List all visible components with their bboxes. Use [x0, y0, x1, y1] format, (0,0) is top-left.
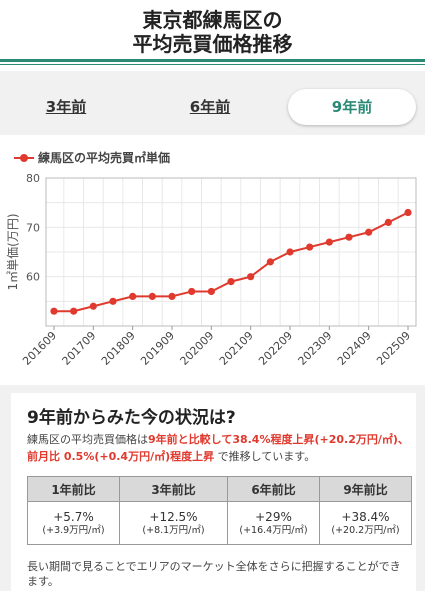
data-point	[286, 248, 294, 256]
legend-line-marker-icon	[14, 153, 34, 163]
data-point	[266, 258, 274, 266]
data-point	[384, 218, 392, 226]
page-title-line1: 東京都練馬区の	[142, 8, 283, 32]
status-desc-prefix: 練馬区の平均売買価格は	[27, 433, 148, 446]
comparison-value-row: +5.7% (+3.9万円/㎡) +12.5% (+8.1万円/㎡) +29% (+1…	[27, 501, 412, 545]
page-header: 東京都練馬区の 平均売買価格推移	[0, 0, 425, 71]
comparison-table: 1年前比 3年前比 6年前比 9年前比 +5.7% (+3.9万円/㎡) +12.…	[27, 476, 412, 545]
chart-card: 練馬区の平均売買㎡単価 60 70 80 1㎡単価(万円) 201609 201709 20…	[0, 135, 425, 385]
tab-9-years[interactable]: 9年前	[288, 89, 416, 125]
y-axis-label: 1㎡単価(万円)	[6, 214, 20, 291]
x-tick-label: 201609	[20, 329, 59, 368]
y-tick-label: 80	[26, 172, 40, 185]
status-title: 9年前からみた今の状況は?	[27, 408, 236, 428]
cell-6-years-amount: (+16.4万円/㎡)	[239, 524, 308, 536]
cell-1-year-amount: (+3.9万円/㎡)	[42, 524, 105, 536]
x-tick-label: 202009	[178, 329, 217, 368]
status-footnote: 長い期間で見ることでエリアのマーケット全体をさらに把握することができます。	[27, 560, 401, 588]
header-1-year: 1年前比	[27, 476, 120, 502]
data-point	[129, 292, 137, 300]
tab-3-years-label: 3年前	[45, 98, 87, 116]
data-point	[89, 302, 97, 310]
data-point	[207, 287, 215, 296]
chart-legend[interactable]: 練馬区の平均売買㎡単価	[14, 149, 170, 166]
data-point	[70, 307, 78, 315]
data-point	[168, 292, 176, 300]
header-6-years: 6年前比	[227, 476, 320, 502]
x-tick-label: 201809	[99, 329, 138, 368]
status-desc-highlight: 9年前と比較して38.4%程度上昇(+20.2万円/㎡)、前月比 0.5%(+0…	[27, 433, 409, 463]
title-rule-thin	[0, 64, 425, 65]
data-point	[50, 307, 58, 315]
header-9-years: 9年前比	[319, 476, 412, 502]
cell-6-years-pct: +29%	[255, 509, 292, 524]
x-tick-label: 202109	[217, 329, 256, 368]
x-tick-label: 202509	[374, 329, 413, 368]
cell-1-year-pct: +5.7%	[53, 509, 94, 524]
data-point	[365, 228, 373, 236]
page-title: 東京都練馬区の 平均売買価格推移	[0, 8, 425, 56]
data-point	[148, 292, 156, 300]
x-tick-label: 202409	[335, 329, 374, 368]
data-point	[227, 278, 235, 286]
legend-label: 練馬区の平均売買㎡単価	[38, 151, 171, 165]
x-tick-label: 201709	[60, 329, 99, 368]
data-point	[345, 233, 353, 241]
page-title-line2: 平均売買価格推移	[132, 32, 293, 56]
data-point	[247, 273, 255, 281]
status-card: 9年前からみた今の状況は? 練馬区の平均売買価格は9年前と比較して38.4%程度…	[11, 393, 416, 591]
cell-3-years-amount: (+8.1万円/㎡)	[142, 524, 205, 536]
x-tick-label: 202309	[296, 329, 335, 368]
cell-1-year: +5.7% (+3.9万円/㎡)	[27, 501, 120, 545]
header-3-years: 3年前比	[119, 476, 228, 502]
data-point	[404, 208, 412, 217]
data-point	[188, 287, 196, 296]
tab-3-years[interactable]: 3年前	[16, 89, 116, 125]
status-description: 練馬区の平均売買価格は9年前と比較して38.4%程度上昇(+20.2万円/㎡)、…	[27, 431, 411, 465]
tab-9-years-label: 9年前	[331, 98, 373, 116]
data-point	[325, 238, 333, 246]
y-tick-label: 70	[26, 221, 40, 234]
cell-3-years-pct: +12.5%	[149, 509, 198, 524]
cell-9-years: +38.4% (+20.2万円/㎡)	[319, 501, 412, 545]
cell-3-years: +12.5% (+8.1万円/㎡)	[119, 501, 228, 545]
status-desc-suffix: で推移しています。	[214, 450, 316, 463]
data-point	[306, 243, 314, 251]
x-tick-label: 202209	[256, 329, 295, 368]
cell-9-years-amount: (+20.2万円/㎡)	[331, 524, 400, 536]
y-tick-label: 60	[26, 271, 40, 284]
title-rule-thick	[0, 59, 425, 62]
period-tabs: 3年前 6年前 9年前	[16, 89, 418, 125]
comparison-header-row: 1年前比 3年前比 6年前比 9年前比	[27, 476, 412, 502]
cell-9-years-pct: +38.4%	[341, 509, 390, 524]
data-point	[109, 297, 117, 305]
cell-6-years: +29% (+16.4万円/㎡)	[227, 501, 320, 545]
plot-area-frame	[45, 177, 417, 327]
tab-6-years-label: 6年前	[189, 98, 231, 116]
tab-6-years[interactable]: 6年前	[150, 89, 270, 125]
x-tick-label: 201909	[138, 329, 177, 368]
